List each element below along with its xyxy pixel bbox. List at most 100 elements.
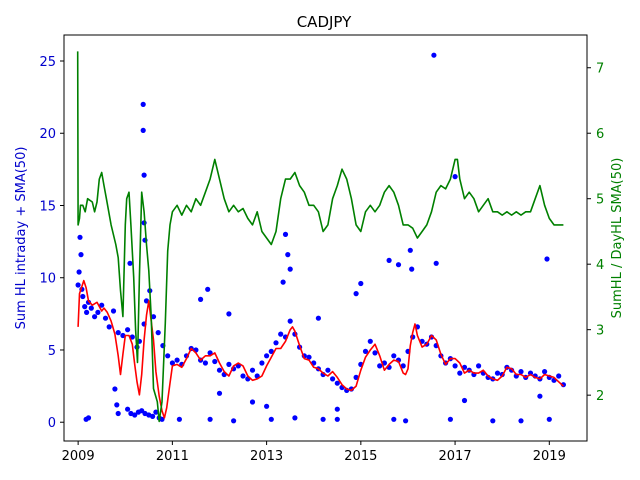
scatter-point xyxy=(306,354,312,360)
scatter-point xyxy=(92,314,98,320)
scatter-point xyxy=(85,415,92,421)
y-axis-left: 0 5 10 15 20 25 xyxy=(39,55,64,431)
scatter-point xyxy=(115,330,121,336)
scatter-point xyxy=(110,308,117,314)
scatter-point xyxy=(457,370,463,376)
scatter-point xyxy=(391,353,397,359)
scatter-point xyxy=(150,413,156,419)
scatter-point xyxy=(546,416,552,422)
scatter-point xyxy=(367,338,373,344)
y-axis-right: 2 3 4 5 6 7 xyxy=(587,62,604,404)
scatter-point xyxy=(409,266,415,272)
x-tick-label: 2015 xyxy=(344,449,377,464)
scatter-point xyxy=(287,266,293,272)
scatter-point xyxy=(358,280,364,287)
y-left-tick-label: 0 xyxy=(48,416,56,431)
scatter-point xyxy=(106,324,112,330)
scatter-point xyxy=(315,315,321,321)
scatter-point xyxy=(334,380,340,386)
scatter-point xyxy=(249,367,256,373)
scatter-point xyxy=(78,252,84,258)
scatter-point xyxy=(132,412,138,418)
y-left-tick-label: 15 xyxy=(39,199,56,214)
scatter-point xyxy=(176,416,182,422)
plot-area xyxy=(75,51,567,424)
scatter-point xyxy=(129,334,135,340)
scatter-point xyxy=(452,174,458,180)
scatter-point xyxy=(240,373,246,379)
scatter-point xyxy=(556,373,562,379)
scatter-point xyxy=(207,416,213,422)
scatter-point xyxy=(155,330,161,336)
x-tick-label: 2017 xyxy=(439,449,472,464)
scatter-point xyxy=(140,101,146,107)
y-right-tick-label: 2 xyxy=(596,389,604,404)
y-left-tick-label: 10 xyxy=(39,272,56,287)
scatter-point xyxy=(85,299,92,305)
scatter-point xyxy=(264,403,270,409)
y-right-label: SumHL / DayHL SMA(50) xyxy=(610,158,625,319)
scatter-point xyxy=(372,350,378,356)
scatter-point xyxy=(76,269,82,275)
scatter-point xyxy=(544,256,550,262)
scatter-point xyxy=(431,52,437,58)
scatter-point xyxy=(141,172,147,178)
scatter-point xyxy=(216,367,223,373)
scatter-point xyxy=(403,418,409,424)
scatter-point xyxy=(202,360,208,366)
scatter-point xyxy=(395,262,402,268)
scatter-point xyxy=(77,234,83,240)
scatter-point xyxy=(226,311,232,317)
x-tick-label: 2011 xyxy=(156,449,189,464)
scatter-point xyxy=(226,361,232,367)
x-tick-label: 2009 xyxy=(62,449,95,464)
scatter-point xyxy=(285,252,291,258)
scatter-point xyxy=(150,314,157,320)
scatter-point xyxy=(102,315,109,321)
scatter-point xyxy=(159,416,165,422)
y-right-tick-label: 6 xyxy=(596,127,604,142)
scatter-point xyxy=(198,296,204,302)
scatter-point xyxy=(259,360,265,366)
scatter-point xyxy=(407,247,413,253)
scatter-point xyxy=(140,127,146,133)
scatter-point xyxy=(320,416,326,422)
scatter-point xyxy=(282,231,289,237)
scatter-point xyxy=(80,293,86,300)
y-left-tick-label: 20 xyxy=(39,127,56,142)
scatter-point xyxy=(153,409,159,415)
chart-title: CADJPY xyxy=(297,13,352,31)
sma-line xyxy=(77,279,564,419)
scatter-point xyxy=(386,257,392,263)
y-right-tick-label: 4 xyxy=(596,258,604,273)
y-left-tick-label: 25 xyxy=(39,55,56,70)
scatter-point xyxy=(494,370,501,376)
scatter-point xyxy=(400,363,406,369)
scatter-point xyxy=(334,406,340,412)
x-tick-label: 2019 xyxy=(533,449,566,464)
scatter-point xyxy=(476,363,482,369)
scatter-point xyxy=(447,416,453,422)
scatter-point xyxy=(216,390,223,396)
scatter-point xyxy=(88,305,94,311)
scatter-point xyxy=(452,363,458,369)
scatter-point xyxy=(461,397,468,404)
scatter-point xyxy=(125,327,131,333)
y-right-tick-label: 7 xyxy=(596,62,604,77)
scatter-point xyxy=(127,260,133,266)
scatter-point xyxy=(353,291,359,297)
scatter-point xyxy=(99,302,105,308)
scatter-point xyxy=(537,393,543,399)
scatter-point xyxy=(75,282,81,288)
scatter-point xyxy=(268,416,274,422)
scatter-point xyxy=(95,309,101,315)
x-axis: 2009 2011 2013 2015 2017 2019 xyxy=(62,441,566,464)
scatter-point xyxy=(82,304,88,310)
scatter-point xyxy=(169,360,175,366)
scatter-point xyxy=(114,402,120,408)
scatter-point xyxy=(231,418,237,424)
y-left-tick-label: 5 xyxy=(48,344,56,359)
scatter-point xyxy=(120,332,126,339)
